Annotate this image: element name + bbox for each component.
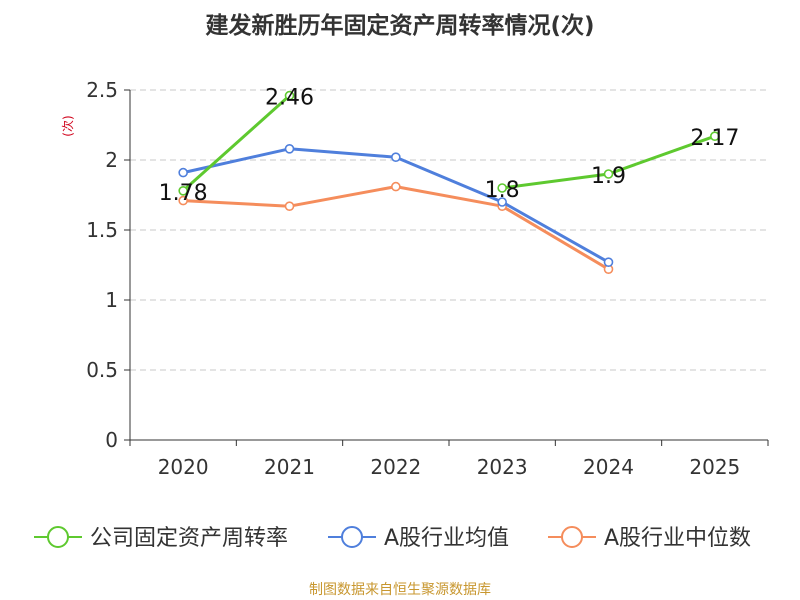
legend-item-2[interactable]: A股行业中位数 <box>548 526 751 551</box>
data-point <box>284 90 295 101</box>
legend-item-1[interactable]: A股行业均值 <box>328 526 509 551</box>
series-line <box>181 185 610 271</box>
y-axis-label: (次) <box>61 115 75 136</box>
x-tick-label: 2021 <box>264 455 315 479</box>
data-point <box>603 257 614 268</box>
y-tick-label: 2.5 <box>86 78 118 102</box>
legend-marker <box>341 526 363 548</box>
data-point <box>391 181 401 192</box>
series-1 <box>178 144 614 268</box>
data-point <box>497 197 507 207</box>
y-tick-label: 2 <box>105 148 118 172</box>
legend-label: A股行业中位数 <box>604 526 751 551</box>
legend: 公司固定资产周转率 A股行业均值 A股行业中位数 <box>34 526 751 551</box>
y-tick-label: 1 <box>105 288 118 312</box>
legend-label: A股行业均值 <box>384 526 509 551</box>
x-tick-label: 2020 <box>158 455 209 479</box>
series-0 <box>178 90 720 196</box>
x-tick-label: 2023 <box>477 455 528 479</box>
y-tick-label: 0.5 <box>86 358 118 382</box>
series-2 <box>178 181 614 275</box>
data-label: 1.9 <box>591 164 626 189</box>
data-label: 1.78 <box>159 181 208 206</box>
series <box>178 90 720 275</box>
legend-label: 公司固定资产周转率 <box>90 526 288 551</box>
data-point <box>178 186 188 196</box>
data-point <box>284 144 295 154</box>
legend-marker <box>561 526 583 548</box>
axes: 0 0.5 1 1.5 2 2.5 2020 2021 2022 2023 2024 2025 <box>86 78 769 479</box>
data-label: 1.8 <box>485 178 520 203</box>
y-tick-label: 0 <box>105 428 118 452</box>
data-point <box>178 167 188 178</box>
source-note: 制图数据来自恒生聚源数据库 <box>309 582 491 598</box>
x-tick-label: 2025 <box>689 455 740 479</box>
data-point <box>178 195 188 206</box>
legend-marker <box>47 526 69 548</box>
data-label: 2.46 <box>265 86 314 111</box>
y-tick-label: 1.5 <box>86 218 118 242</box>
data-point <box>497 183 507 193</box>
data-point <box>391 152 401 162</box>
x-tick-label: 2022 <box>370 455 421 479</box>
x-tick-label: 2024 <box>583 455 634 479</box>
data-point <box>710 131 720 141</box>
legend-item-0[interactable]: 公司固定资产周转率 <box>34 526 288 551</box>
data-point <box>284 201 295 211</box>
series-line <box>181 147 610 264</box>
series-line <box>181 94 291 193</box>
chart-title: 建发新胜历年固定资产周转率情况(次) <box>205 12 594 39</box>
data-label: 2.17 <box>690 126 739 151</box>
grid <box>130 89 768 371</box>
data-point <box>603 169 614 179</box>
data-labels: 1.78 2.46 1.8 1.9 2.17 <box>159 86 740 206</box>
